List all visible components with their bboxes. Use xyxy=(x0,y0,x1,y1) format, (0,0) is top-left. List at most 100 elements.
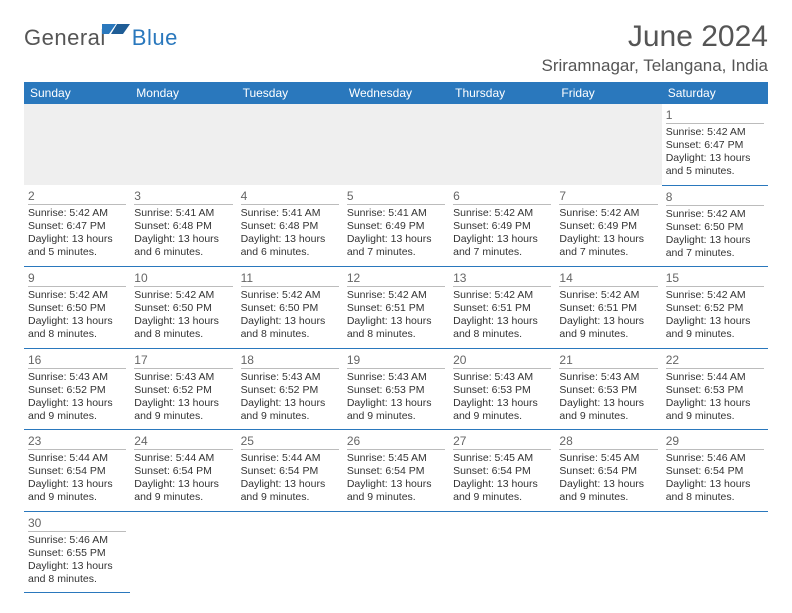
calendar-row: 30 Sunrise: 5:46 AMSunset: 6:55 PMDayligh… xyxy=(24,511,768,593)
day-info: Sunrise: 5:42 AMSunset: 6:51 PMDaylight:… xyxy=(347,289,445,342)
weekday-row: SundayMondayTuesdayWednesdayThursdayFrid… xyxy=(24,82,768,104)
day-cell: 6Sunrise: 5:42 AMSunset: 6:49 PMDaylight… xyxy=(449,185,555,267)
weekday-header: Monday xyxy=(130,82,236,104)
calendar-table: SundayMondayTuesdayWednesdayThursdayFrid… xyxy=(24,82,768,593)
weekday-header: Friday xyxy=(555,82,661,104)
month-title: June 2024 xyxy=(541,20,768,54)
day-number: 6 xyxy=(453,187,551,205)
logo: General Blue xyxy=(24,20,178,51)
day-number: 25 xyxy=(241,432,339,450)
empty-cell xyxy=(449,511,555,593)
logo-text-blue: Blue xyxy=(132,25,178,51)
day-number: 1 xyxy=(666,106,764,124)
weekday-header: Sunday xyxy=(24,82,130,104)
weekday-header: Tuesday xyxy=(237,82,343,104)
day-info: Sunrise: 5:45 AMSunset: 6:54 PMDaylight:… xyxy=(347,452,445,505)
day-number: 29 xyxy=(666,432,764,450)
day-info: Sunrise: 5:43 AMSunset: 6:52 PMDaylight:… xyxy=(134,371,232,424)
day-cell: 11 Sunrise: 5:42 AMSunset: 6:50 PMDayligh… xyxy=(237,267,343,349)
empty-cell xyxy=(24,104,130,185)
calendar-row: 1 Sunrise: 5:42 AMSunset: 6:47 PMDaylight… xyxy=(24,104,768,185)
day-cell: 26 Sunrise: 5:45 AMSunset: 6:54 PMDayligh… xyxy=(343,430,449,512)
day-cell: 30 Sunrise: 5:46 AMSunset: 6:55 PMDayligh… xyxy=(24,511,130,593)
day-number: 10 xyxy=(134,269,232,287)
day-number: 17 xyxy=(134,351,232,369)
day-number: 30 xyxy=(28,514,126,532)
day-cell: 5 Sunrise: 5:41 AMSunset: 6:49 PMDaylight… xyxy=(343,185,449,267)
day-cell: 1 Sunrise: 5:42 AMSunset: 6:47 PMDaylight… xyxy=(662,104,768,185)
day-cell: 12 Sunrise: 5:42 AMSunset: 6:51 PMDayligh… xyxy=(343,267,449,349)
day-cell: 25 Sunrise: 5:44 AMSunset: 6:54 PMDayligh… xyxy=(237,430,343,512)
day-info: Sunrise: 5:43 AMSunset: 6:53 PMDaylight:… xyxy=(453,371,551,424)
day-info: Sunrise: 5:42 AMSunset: 6:49 PMDaylight:… xyxy=(559,207,657,260)
day-number: 23 xyxy=(28,432,126,450)
weekday-header: Wednesday xyxy=(343,82,449,104)
day-cell: 2 Sunrise: 5:42 AMSunset: 6:47 PMDaylight… xyxy=(24,185,130,267)
day-cell: 28Sunrise: 5:45 AMSunset: 6:54 PMDayligh… xyxy=(555,430,661,512)
day-number: 21 xyxy=(559,351,657,369)
empty-cell xyxy=(130,511,236,593)
day-info: Sunrise: 5:44 AMSunset: 6:54 PMDaylight:… xyxy=(134,452,232,505)
day-number: 14 xyxy=(559,269,657,287)
day-number: 26 xyxy=(347,432,445,450)
day-info: Sunrise: 5:42 AMSunset: 6:50 PMDaylight:… xyxy=(134,289,232,342)
calendar-row: 23 Sunrise: 5:44 AMSunset: 6:54 PMDayligh… xyxy=(24,430,768,512)
day-number: 15 xyxy=(666,269,764,287)
day-info: Sunrise: 5:44 AMSunset: 6:54 PMDaylight:… xyxy=(241,452,339,505)
day-number: 5 xyxy=(347,187,445,205)
day-cell: 23 Sunrise: 5:44 AMSunset: 6:54 PMDayligh… xyxy=(24,430,130,512)
day-number: 11 xyxy=(241,269,339,287)
title-block: June 2024 Sriramnagar, Telangana, India xyxy=(541,20,768,76)
calendar-head: SundayMondayTuesdayWednesdayThursdayFrid… xyxy=(24,82,768,104)
day-cell: 19Sunrise: 5:43 AMSunset: 6:53 PMDayligh… xyxy=(343,348,449,430)
day-info: Sunrise: 5:42 AMSunset: 6:47 PMDaylight:… xyxy=(28,207,126,260)
calendar-row: 16Sunrise: 5:43 AMSunset: 6:52 PMDayligh… xyxy=(24,348,768,430)
day-cell: 7 Sunrise: 5:42 AMSunset: 6:49 PMDaylight… xyxy=(555,185,661,267)
day-info: Sunrise: 5:44 AMSunset: 6:54 PMDaylight:… xyxy=(28,452,126,505)
day-cell: 3Sunrise: 5:41 AMSunset: 6:48 PMDaylight… xyxy=(130,185,236,267)
day-number: 13 xyxy=(453,269,551,287)
day-cell: 22 Sunrise: 5:44 AMSunset: 6:53 PMDayligh… xyxy=(662,348,768,430)
day-cell: 17 Sunrise: 5:43 AMSunset: 6:52 PMDayligh… xyxy=(130,348,236,430)
location: Sriramnagar, Telangana, India xyxy=(541,56,768,76)
day-info: Sunrise: 5:43 AMSunset: 6:52 PMDaylight:… xyxy=(241,371,339,424)
day-number: 9 xyxy=(28,269,126,287)
weekday-header: Saturday xyxy=(662,82,768,104)
empty-cell xyxy=(343,104,449,185)
calendar-row: 2 Sunrise: 5:42 AMSunset: 6:47 PMDaylight… xyxy=(24,185,768,267)
day-cell: 4Sunrise: 5:41 AMSunset: 6:48 PMDaylight… xyxy=(237,185,343,267)
day-info: Sunrise: 5:42 AMSunset: 6:50 PMDaylight:… xyxy=(241,289,339,342)
day-number: 19 xyxy=(347,351,445,369)
header: General Blue June 2024 Sriramnagar, Tela… xyxy=(24,20,768,76)
day-info: Sunrise: 5:42 AMSunset: 6:51 PMDaylight:… xyxy=(453,289,551,342)
empty-cell xyxy=(555,511,661,593)
weekday-header: Thursday xyxy=(449,82,555,104)
day-cell: 18Sunrise: 5:43 AMSunset: 6:52 PMDayligh… xyxy=(237,348,343,430)
day-cell: 13 Sunrise: 5:42 AMSunset: 6:51 PMDayligh… xyxy=(449,267,555,349)
logo-text-general: General xyxy=(24,25,106,51)
day-info: Sunrise: 5:42 AMSunset: 6:47 PMDaylight:… xyxy=(666,126,764,179)
day-cell: 9 Sunrise: 5:42 AMSunset: 6:50 PMDaylight… xyxy=(24,267,130,349)
day-number: 2 xyxy=(28,187,126,205)
day-number: 12 xyxy=(347,269,445,287)
day-number: 3 xyxy=(134,187,232,205)
day-info: Sunrise: 5:41 AMSunset: 6:49 PMDaylight:… xyxy=(347,207,445,260)
day-number: 7 xyxy=(559,187,657,205)
day-number: 20 xyxy=(453,351,551,369)
empty-cell xyxy=(662,511,768,593)
day-cell: 27Sunrise: 5:45 AMSunset: 6:54 PMDayligh… xyxy=(449,430,555,512)
day-info: Sunrise: 5:42 AMSunset: 6:52 PMDaylight:… xyxy=(666,289,764,342)
day-cell: 16Sunrise: 5:43 AMSunset: 6:52 PMDayligh… xyxy=(24,348,130,430)
day-info: Sunrise: 5:45 AMSunset: 6:54 PMDaylight:… xyxy=(559,452,657,505)
day-number: 22 xyxy=(666,351,764,369)
empty-cell xyxy=(130,104,236,185)
calendar-body: 1 Sunrise: 5:42 AMSunset: 6:47 PMDaylight… xyxy=(24,104,768,593)
empty-cell xyxy=(343,511,449,593)
empty-cell xyxy=(449,104,555,185)
day-cell: 14Sunrise: 5:42 AMSunset: 6:51 PMDayligh… xyxy=(555,267,661,349)
day-info: Sunrise: 5:46 AMSunset: 6:55 PMDaylight:… xyxy=(28,534,126,587)
day-info: Sunrise: 5:44 AMSunset: 6:53 PMDaylight:… xyxy=(666,371,764,424)
day-info: Sunrise: 5:43 AMSunset: 6:53 PMDaylight:… xyxy=(559,371,657,424)
day-info: Sunrise: 5:42 AMSunset: 6:50 PMDaylight:… xyxy=(28,289,126,342)
calendar-page: General Blue June 2024 Sriramnagar, Tela… xyxy=(0,0,792,613)
